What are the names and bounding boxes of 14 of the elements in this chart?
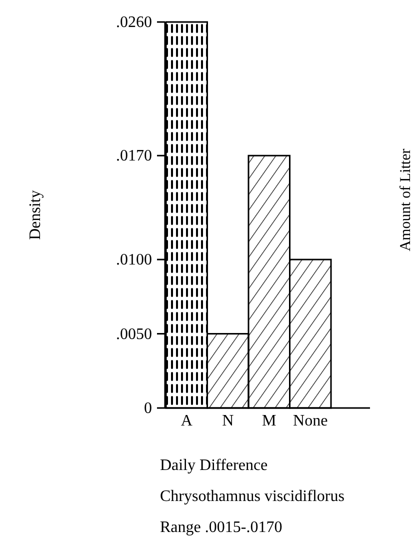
y-tick-label: .0170 bbox=[116, 148, 152, 165]
y-tick-label: 0 bbox=[144, 400, 152, 418]
text: Range .0015-.0170 bbox=[160, 519, 282, 536]
x-tick-label: None bbox=[293, 412, 328, 430]
text: Daily Difference bbox=[160, 457, 268, 474]
text: Amount of Litter bbox=[398, 148, 414, 252]
x-tick-label: M bbox=[262, 412, 276, 430]
text: Chrysothamnus viscidiflorus bbox=[160, 488, 344, 505]
y-axis-title: Density bbox=[27, 190, 44, 240]
y-tick-label: .0100 bbox=[116, 252, 152, 269]
y-tick-label: .0260 bbox=[116, 14, 152, 32]
y-tick-label: .0050 bbox=[116, 326, 152, 343]
x-tick-label: N bbox=[222, 412, 234, 430]
x-tick-label: A bbox=[180, 412, 193, 430]
